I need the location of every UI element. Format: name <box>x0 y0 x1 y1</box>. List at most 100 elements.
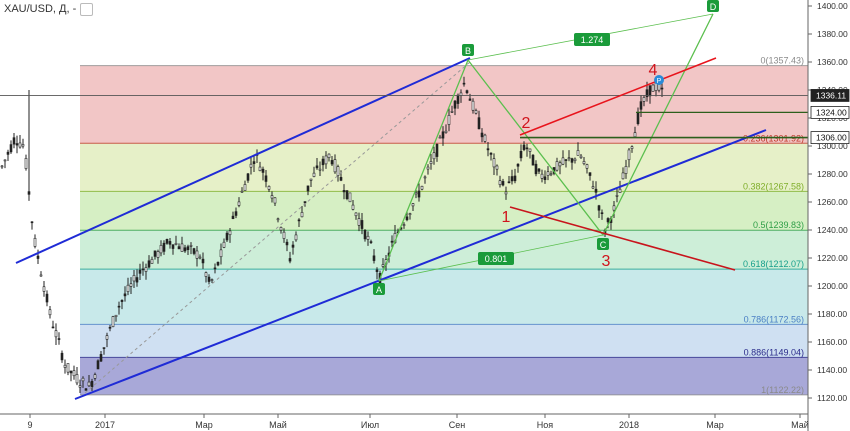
candle-body <box>174 243 178 245</box>
time-tick-label: 2017 <box>95 420 115 430</box>
candle-body <box>525 147 529 150</box>
candle-body <box>456 94 460 104</box>
price-tag-label: 1324.00 <box>816 107 847 117</box>
candle-body <box>156 251 160 258</box>
candle-body <box>201 258 205 264</box>
candle-body <box>114 314 118 318</box>
candle-body <box>411 203 415 207</box>
candle-body <box>585 164 589 169</box>
candle-body <box>606 218 610 223</box>
candle-body <box>237 201 241 206</box>
fib-band <box>80 269 808 325</box>
candle-body <box>48 309 52 316</box>
candle-body <box>534 163 538 175</box>
candle-body <box>150 259 154 264</box>
candle-body <box>90 380 94 388</box>
candle-body <box>18 142 22 148</box>
price-axis-bg <box>808 0 850 431</box>
candle-body <box>30 221 34 224</box>
candle-body <box>321 158 325 166</box>
candle-body <box>306 185 310 192</box>
candle-body <box>309 178 313 181</box>
candle-body <box>480 132 484 138</box>
candle-body <box>225 232 229 241</box>
candle-body <box>147 260 151 268</box>
candle-body <box>189 245 193 247</box>
candle-body <box>438 136 442 139</box>
candle-body <box>570 158 574 163</box>
candle-body <box>651 84 655 92</box>
candle-body <box>120 299 124 302</box>
candle-body <box>318 168 322 171</box>
candle-body <box>507 181 511 184</box>
candle-body <box>117 305 121 308</box>
candle-body <box>600 212 604 215</box>
candle-body <box>324 155 328 165</box>
time-tick-label: Июл <box>361 420 379 430</box>
candle-body <box>558 162 562 167</box>
price-tag-box <box>810 106 850 119</box>
candle-body <box>414 192 418 195</box>
candle-body <box>582 161 586 164</box>
fib-level-label: 0(1357.43) <box>760 56 804 66</box>
candle-body <box>213 267 217 270</box>
candle-body <box>546 171 550 176</box>
candle-body <box>612 205 616 211</box>
candle-body <box>567 157 571 160</box>
time-tick-label: Ноя <box>537 420 554 430</box>
wave-number-label: 1 <box>502 209 511 226</box>
candle-body <box>366 235 370 240</box>
candle-body <box>363 229 367 240</box>
candle-body <box>573 158 577 161</box>
candle-body <box>27 191 31 195</box>
time-tick-label: Сен <box>449 420 466 430</box>
candle-body <box>261 168 265 173</box>
candle-body <box>231 215 235 219</box>
wave-upper-line <box>519 57 717 136</box>
collapse-arrow-icon[interactable] <box>80 2 94 16</box>
candle-body <box>375 269 379 272</box>
ratio-label: 1.274 <box>581 35 604 45</box>
candle-body <box>153 250 157 257</box>
candle-body <box>60 352 64 361</box>
candle-body <box>660 87 664 90</box>
candle-body <box>369 241 373 243</box>
candle-body <box>636 112 640 125</box>
candle-body <box>435 144 439 157</box>
fib-band <box>80 230 808 270</box>
candle-body <box>624 166 628 174</box>
candle-body <box>351 204 355 210</box>
candle-body <box>216 261 220 266</box>
candle-body <box>9 144 13 153</box>
time-axis: 9 2017 Мар Май Июл Сен Ноя 2018 Мар Май <box>0 413 809 430</box>
candle-body <box>33 237 37 247</box>
chart-labels: A B C D 1.274 0.801 1 2 3 4P <box>373 0 719 295</box>
wave-number-label: 3 <box>602 253 611 270</box>
candle-body <box>444 130 448 133</box>
candle-body <box>270 195 274 199</box>
candle-body <box>576 150 580 156</box>
candle-body <box>210 279 214 281</box>
price-tick-label: 1260.00 <box>817 197 848 207</box>
price-tag-box <box>810 131 850 145</box>
candle-body <box>513 175 517 182</box>
candle-body <box>192 248 196 254</box>
candle-body <box>501 181 505 186</box>
candle-body <box>549 173 553 176</box>
candle-body <box>300 212 304 218</box>
wave-number-label: 2 <box>522 115 531 132</box>
candle-body <box>381 264 385 267</box>
candle-body <box>159 245 163 254</box>
candle-body <box>6 151 10 155</box>
fib-level-label: 0.786(1172.56) <box>744 314 804 324</box>
candle-body <box>333 159 337 173</box>
candle-body <box>615 195 619 197</box>
candle-body <box>462 82 466 85</box>
fib-level-label: 0.886(1149.04) <box>744 347 804 357</box>
candle-body <box>315 165 319 169</box>
ratio-label: 0.801 <box>485 254 508 264</box>
fibonacci-bands <box>80 65 808 395</box>
time-tick-label: Мар <box>195 420 213 430</box>
